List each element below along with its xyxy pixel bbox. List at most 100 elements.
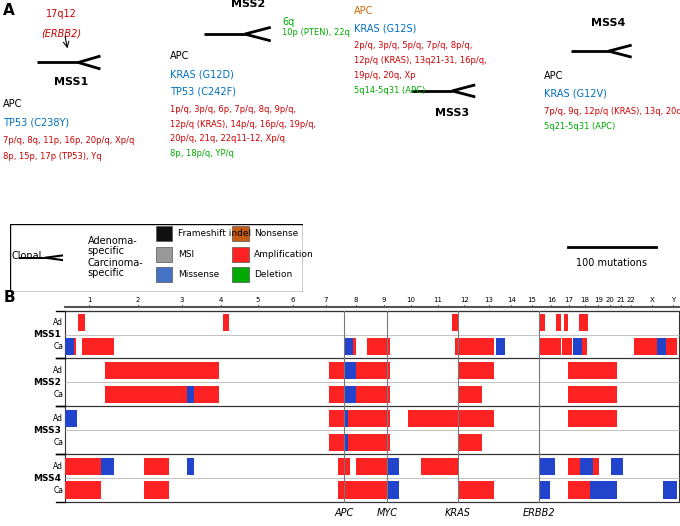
Text: 8p, 15p, 17p (TP53), Yq: 8p, 15p, 17p (TP53), Yq — [3, 152, 102, 161]
Bar — [387, 458, 399, 475]
Bar — [573, 338, 587, 355]
Bar — [367, 338, 390, 355]
Bar — [105, 362, 220, 379]
Text: 17: 17 — [564, 297, 573, 302]
Text: MSS3: MSS3 — [435, 108, 469, 118]
Text: APC: APC — [335, 508, 354, 518]
Bar — [356, 458, 393, 475]
Bar — [568, 362, 617, 379]
Bar — [328, 433, 390, 451]
Bar — [156, 267, 173, 282]
Bar — [338, 458, 350, 475]
Text: 13: 13 — [485, 297, 494, 302]
Bar — [101, 458, 114, 475]
Bar — [452, 314, 458, 331]
Bar — [99, 338, 114, 355]
Bar — [233, 267, 248, 282]
Text: KRAS (G12V): KRAS (G12V) — [544, 89, 607, 99]
Text: Deletion: Deletion — [254, 270, 292, 279]
Bar — [656, 338, 666, 355]
Bar — [634, 338, 677, 355]
Bar — [345, 362, 356, 379]
Text: Ca: Ca — [53, 390, 63, 399]
Text: 12p/q (KRAS), 13q21-31, 16p/q,: 12p/q (KRAS), 13q21-31, 16p/q, — [354, 56, 486, 65]
Bar — [65, 481, 101, 499]
Bar — [579, 314, 588, 331]
Text: 8p, 18p/q, YP/q: 8p, 18p/q, YP/q — [170, 149, 234, 158]
Text: 11: 11 — [433, 297, 442, 302]
Text: specific: specific — [88, 268, 124, 278]
Text: 7: 7 — [323, 297, 328, 302]
Text: Ad: Ad — [53, 366, 63, 375]
Text: 1: 1 — [87, 297, 92, 302]
Bar — [539, 481, 549, 499]
Bar — [421, 458, 458, 475]
Bar — [156, 226, 173, 241]
Text: Amplification: Amplification — [254, 250, 314, 259]
Text: Missense: Missense — [178, 270, 220, 279]
Bar — [458, 410, 494, 427]
Text: Ca: Ca — [53, 485, 63, 494]
Text: ERBB2: ERBB2 — [523, 508, 556, 518]
Text: 3: 3 — [180, 297, 184, 302]
Text: TP53 (C242F): TP53 (C242F) — [170, 87, 236, 97]
Text: APC: APC — [3, 99, 22, 109]
Text: 18: 18 — [580, 297, 589, 302]
Text: 2p/q, 3p/q, 5p/q, 7p/q, 8p/q,: 2p/q, 3p/q, 5p/q, 7p/q, 8p/q, — [354, 42, 472, 50]
Text: APC: APC — [170, 51, 189, 61]
Bar — [345, 386, 356, 403]
Text: 1p/q, 3p/q, 6p, 7p/q, 8q, 9p/q,: 1p/q, 3p/q, 6p, 7p/q, 8q, 9p/q, — [170, 105, 296, 114]
Bar — [233, 226, 248, 241]
Text: Carcinoma-: Carcinoma- — [88, 258, 143, 268]
Bar — [539, 338, 561, 355]
Text: Frameshift indel: Frameshift indel — [178, 229, 252, 238]
Bar — [345, 338, 353, 355]
Text: 22: 22 — [627, 297, 636, 302]
Bar — [564, 314, 568, 331]
Text: 10: 10 — [407, 297, 415, 302]
Bar — [233, 247, 248, 262]
Bar — [454, 338, 470, 355]
Bar — [65, 338, 74, 355]
Bar — [573, 338, 582, 355]
Bar — [568, 458, 583, 475]
Text: 8: 8 — [354, 297, 358, 302]
Bar — [345, 338, 356, 355]
Text: Ca: Ca — [53, 438, 63, 447]
Text: 14: 14 — [507, 297, 515, 302]
Text: KRAS (G12D): KRAS (G12D) — [170, 69, 234, 79]
Bar — [345, 410, 348, 427]
Bar — [188, 458, 194, 475]
Text: APC: APC — [354, 6, 373, 16]
Bar — [188, 386, 194, 403]
Bar — [496, 338, 505, 355]
Text: KRAS: KRAS — [445, 508, 471, 518]
Text: 17q12: 17q12 — [46, 8, 77, 18]
Bar — [590, 481, 617, 499]
FancyBboxPatch shape — [10, 224, 303, 292]
Text: 20: 20 — [606, 297, 615, 302]
Text: Clonal: Clonal — [12, 251, 42, 261]
Text: MSI: MSI — [178, 250, 194, 259]
Bar — [144, 458, 169, 475]
Text: 15: 15 — [528, 297, 537, 302]
Text: 4: 4 — [218, 297, 223, 302]
Bar — [328, 386, 390, 403]
Bar — [409, 410, 458, 427]
Text: 12: 12 — [460, 297, 469, 302]
Bar — [663, 481, 677, 499]
Text: 7p/q, 9q, 12p/q (KRAS), 13q, 20q, 21q, Xp/q: 7p/q, 9q, 12p/q (KRAS), 13q, 20q, 21q, X… — [544, 107, 680, 116]
Text: specific: specific — [88, 246, 124, 256]
Text: B: B — [3, 290, 15, 305]
Text: MSS1: MSS1 — [54, 77, 88, 87]
Bar — [581, 458, 593, 475]
Text: Adenoma-: Adenoma- — [88, 236, 137, 246]
Text: MYC: MYC — [377, 508, 398, 518]
Text: 12p/q (KRAS), 14p/q, 16p/q, 19p/q,: 12p/q (KRAS), 14p/q, 16p/q, 19p/q, — [170, 119, 316, 128]
Bar — [65, 338, 75, 355]
Bar — [470, 338, 494, 355]
Text: 6q: 6q — [282, 17, 294, 27]
Text: TP53 (C238Y): TP53 (C238Y) — [3, 118, 69, 128]
Text: MSS4: MSS4 — [33, 473, 61, 483]
Text: MSS3: MSS3 — [33, 426, 61, 435]
